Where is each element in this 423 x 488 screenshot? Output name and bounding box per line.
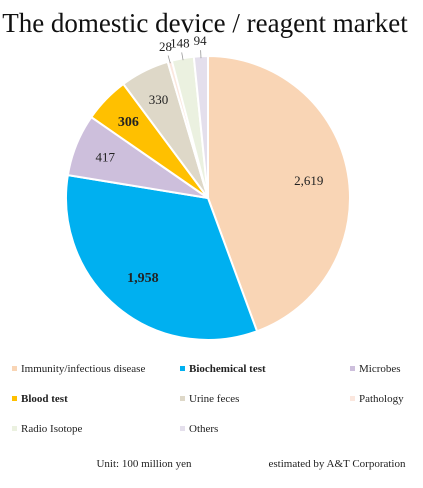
data-label-pathology: 28 — [159, 39, 172, 54]
legend-swatch — [180, 366, 185, 371]
data-label-others: 94 — [194, 33, 208, 48]
data-label-immunity-infectious-disease: 2,619 — [294, 173, 323, 188]
legend-item-microbes: Microbes — [350, 363, 401, 375]
data-label-urine-feces: 330 — [149, 92, 169, 107]
legend-label: Blood test — [21, 393, 68, 405]
legend-label: Biochemical test — [189, 363, 266, 375]
legend-label: Immunity/infectious disease — [21, 363, 145, 375]
data-label-microbes: 417 — [96, 150, 116, 165]
legend-label: Urine feces — [189, 393, 239, 405]
legend-label: Others — [189, 423, 218, 435]
legend-item-urine-feces: Urine feces — [180, 393, 239, 405]
legend-item-biochemical-test: Biochemical test — [180, 363, 266, 375]
legend-swatch — [12, 426, 17, 431]
legend-item-blood-test: Blood test — [12, 393, 68, 405]
data-label-blood-test: 306 — [118, 115, 139, 130]
leader-line-radio-isotope — [181, 52, 184, 61]
legend-swatch — [180, 426, 185, 431]
legend-item-radio-isotope: Radio Isotope — [12, 423, 83, 435]
legend-label: Pathology — [359, 393, 404, 405]
legend-swatch — [12, 366, 17, 371]
legend-item-pathology: Pathology — [350, 393, 404, 405]
data-label-biochemical-test: 1,958 — [127, 271, 159, 286]
chart-title: The domestic device / reagent market — [2, 8, 408, 38]
legend: Immunity/infectious disease Biochemical t… — [12, 363, 404, 435]
legend-swatch — [350, 366, 355, 371]
legend-item-immunity-infectious-disease: Immunity/infectious disease — [12, 363, 145, 375]
leader-lines — [167, 50, 202, 64]
legend-item-others: Others — [180, 423, 218, 435]
pie-slice-immunity-infectious-disease — [207, 54, 351, 333]
legend-label: Microbes — [359, 363, 401, 375]
pie-slices — [65, 54, 351, 341]
legend-swatch — [180, 396, 185, 401]
unit-note: Unit: 100 million yen — [96, 458, 192, 470]
legend-swatch — [350, 396, 355, 401]
pie-slice-biochemical-test — [65, 173, 259, 341]
data-label-radio-isotope: 148 — [170, 36, 190, 51]
leader-line-pathology — [167, 55, 171, 64]
legend-swatch — [12, 396, 17, 401]
source-note: estimated by A&T Corporation — [269, 458, 406, 470]
legend-label: Radio Isotope — [21, 423, 83, 435]
